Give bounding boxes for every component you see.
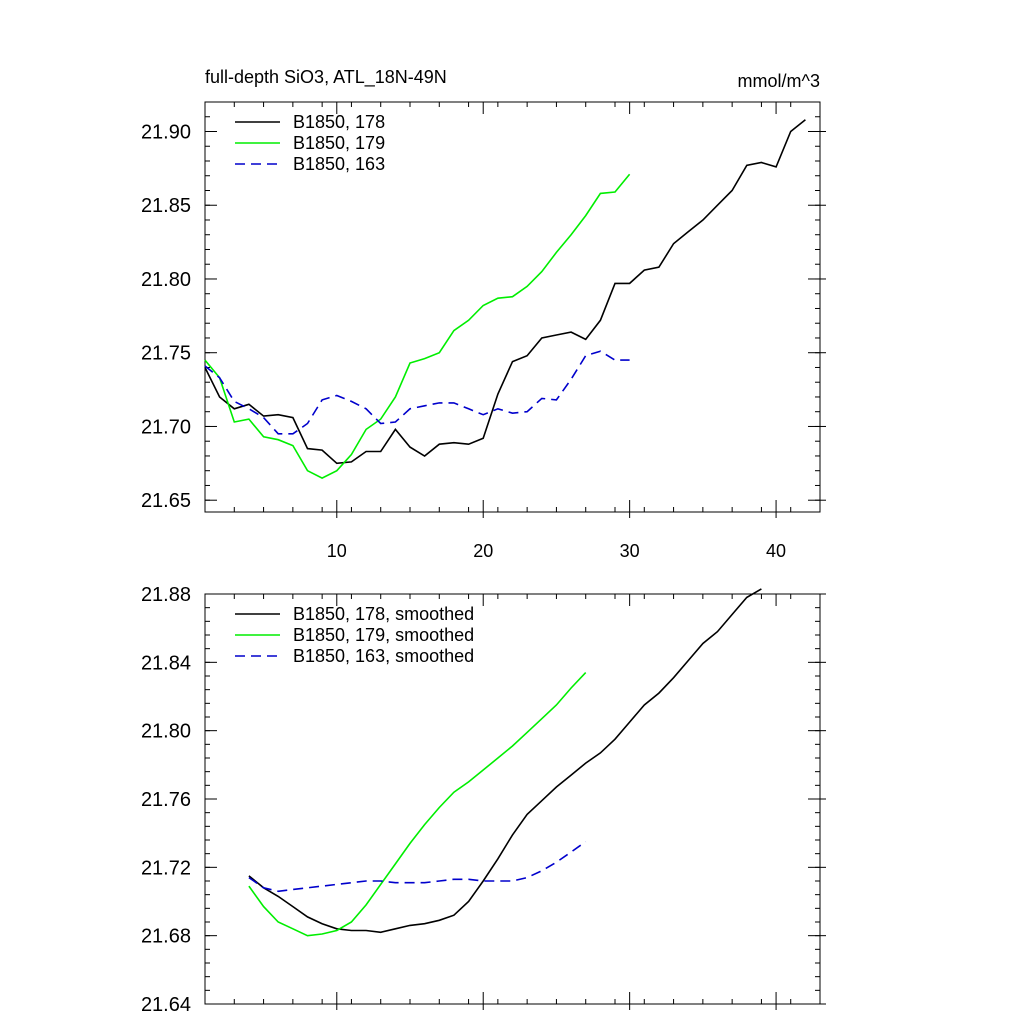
y-tick-label: 21.70	[141, 416, 191, 438]
bottom-series-lines	[248, 588, 762, 937]
chart-title: full-depth SiO3, ATL_18N-49N	[205, 67, 447, 88]
series-line-1	[204, 119, 806, 465]
series-line-1	[248, 588, 762, 934]
bottom-panel: 21.64 21.68 21.72 21.76 21.80 21.84 21.88 B185…	[141, 584, 826, 1016]
y-tick-label: 21.80	[141, 721, 191, 743]
y-tick-label: 21.65	[141, 490, 191, 512]
x-tick-label: 20	[473, 541, 493, 561]
x-tick-label: 30	[620, 541, 640, 561]
y-tick-label: 21.76	[141, 789, 191, 811]
legend-label-2: B1850, 179, smoothed	[293, 625, 474, 645]
legend-label-3: B1850, 163, smoothed	[293, 646, 474, 666]
y-tick-label: 21.90	[141, 121, 191, 143]
top-plot-frame	[204, 101, 821, 513]
y-tick-label: 21.68	[141, 926, 191, 948]
top-series-lines	[204, 119, 806, 479]
y-tick-label: 21.80	[141, 269, 191, 291]
series-line-3	[204, 350, 630, 435]
series-line-2	[204, 173, 631, 479]
legend-label-3: B1850, 163	[293, 154, 385, 174]
bottom-ticks: 21.64 21.68 21.72 21.76 21.80 21.84 21.88	[141, 584, 826, 1016]
y-tick-label: 21.85	[141, 195, 191, 217]
y-tick-label: 21.75	[141, 343, 191, 365]
top-panel: full-depth SiO3, ATL_18N-49N mmol/m^3 10…	[141, 67, 826, 561]
y-tick-label: 21.88	[141, 584, 191, 606]
y-tick-label: 21.84	[141, 652, 191, 674]
legend-label-1: B1850, 178	[293, 112, 385, 132]
y-tick-label: 21.64	[141, 994, 191, 1016]
legend-label-1: B1850, 178, smoothed	[293, 604, 474, 624]
series-line-3	[248, 841, 587, 893]
units-label: mmol/m^3	[738, 71, 820, 91]
legend-label-2: B1850, 179	[293, 133, 385, 153]
y-tick-label: 21.72	[141, 857, 191, 879]
x-tick-label: 10	[327, 541, 347, 561]
top-ticks: 10 20 30 40 21.65 21.70 21.75 21.80 21.85 21.90	[141, 101, 826, 561]
series-line-2	[248, 672, 587, 937]
x-tick-label: 40	[766, 541, 786, 561]
